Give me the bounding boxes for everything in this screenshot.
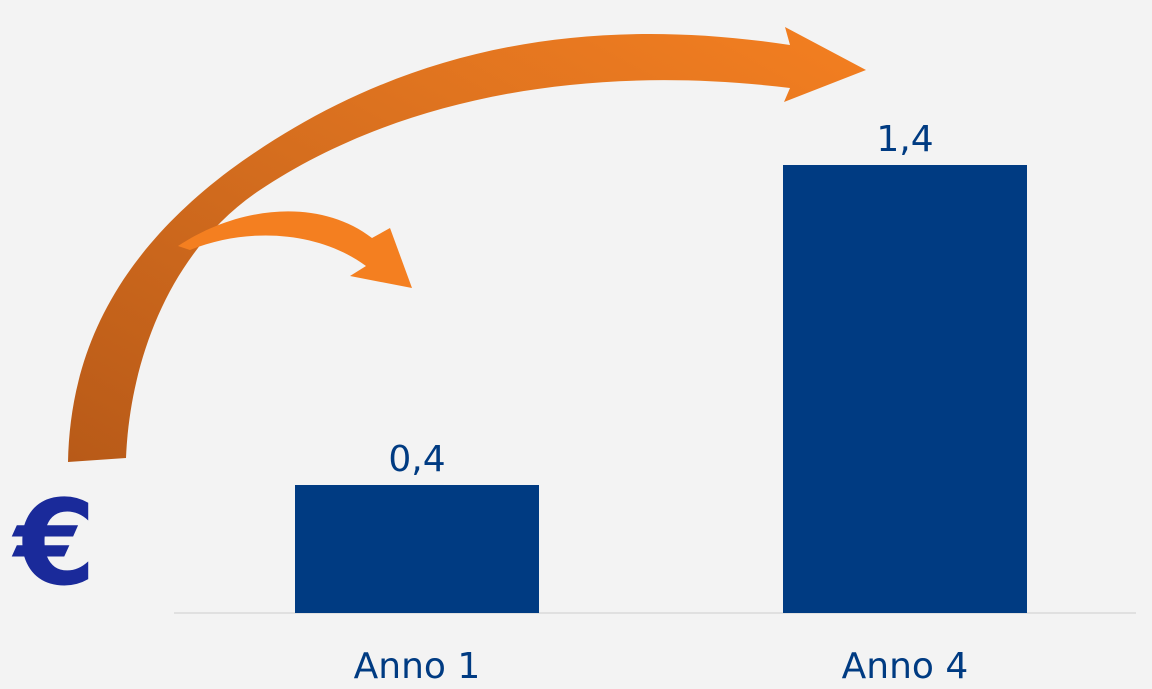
category-label-2: Anno 4 [842,646,969,687]
bars-group: 0,4 Anno 1 1,4 Anno 4 [295,119,1027,687]
arrow-to-anno-1 [178,211,412,288]
data-label-1: 0,4 [388,439,445,480]
euro-icon: € [14,474,97,612]
bar-2 [783,165,1027,613]
arrow-to-anno-4 [68,27,866,462]
data-label-2: 1,4 [876,119,933,160]
category-label-1: Anno 1 [354,646,481,687]
bar-1 [295,485,539,613]
